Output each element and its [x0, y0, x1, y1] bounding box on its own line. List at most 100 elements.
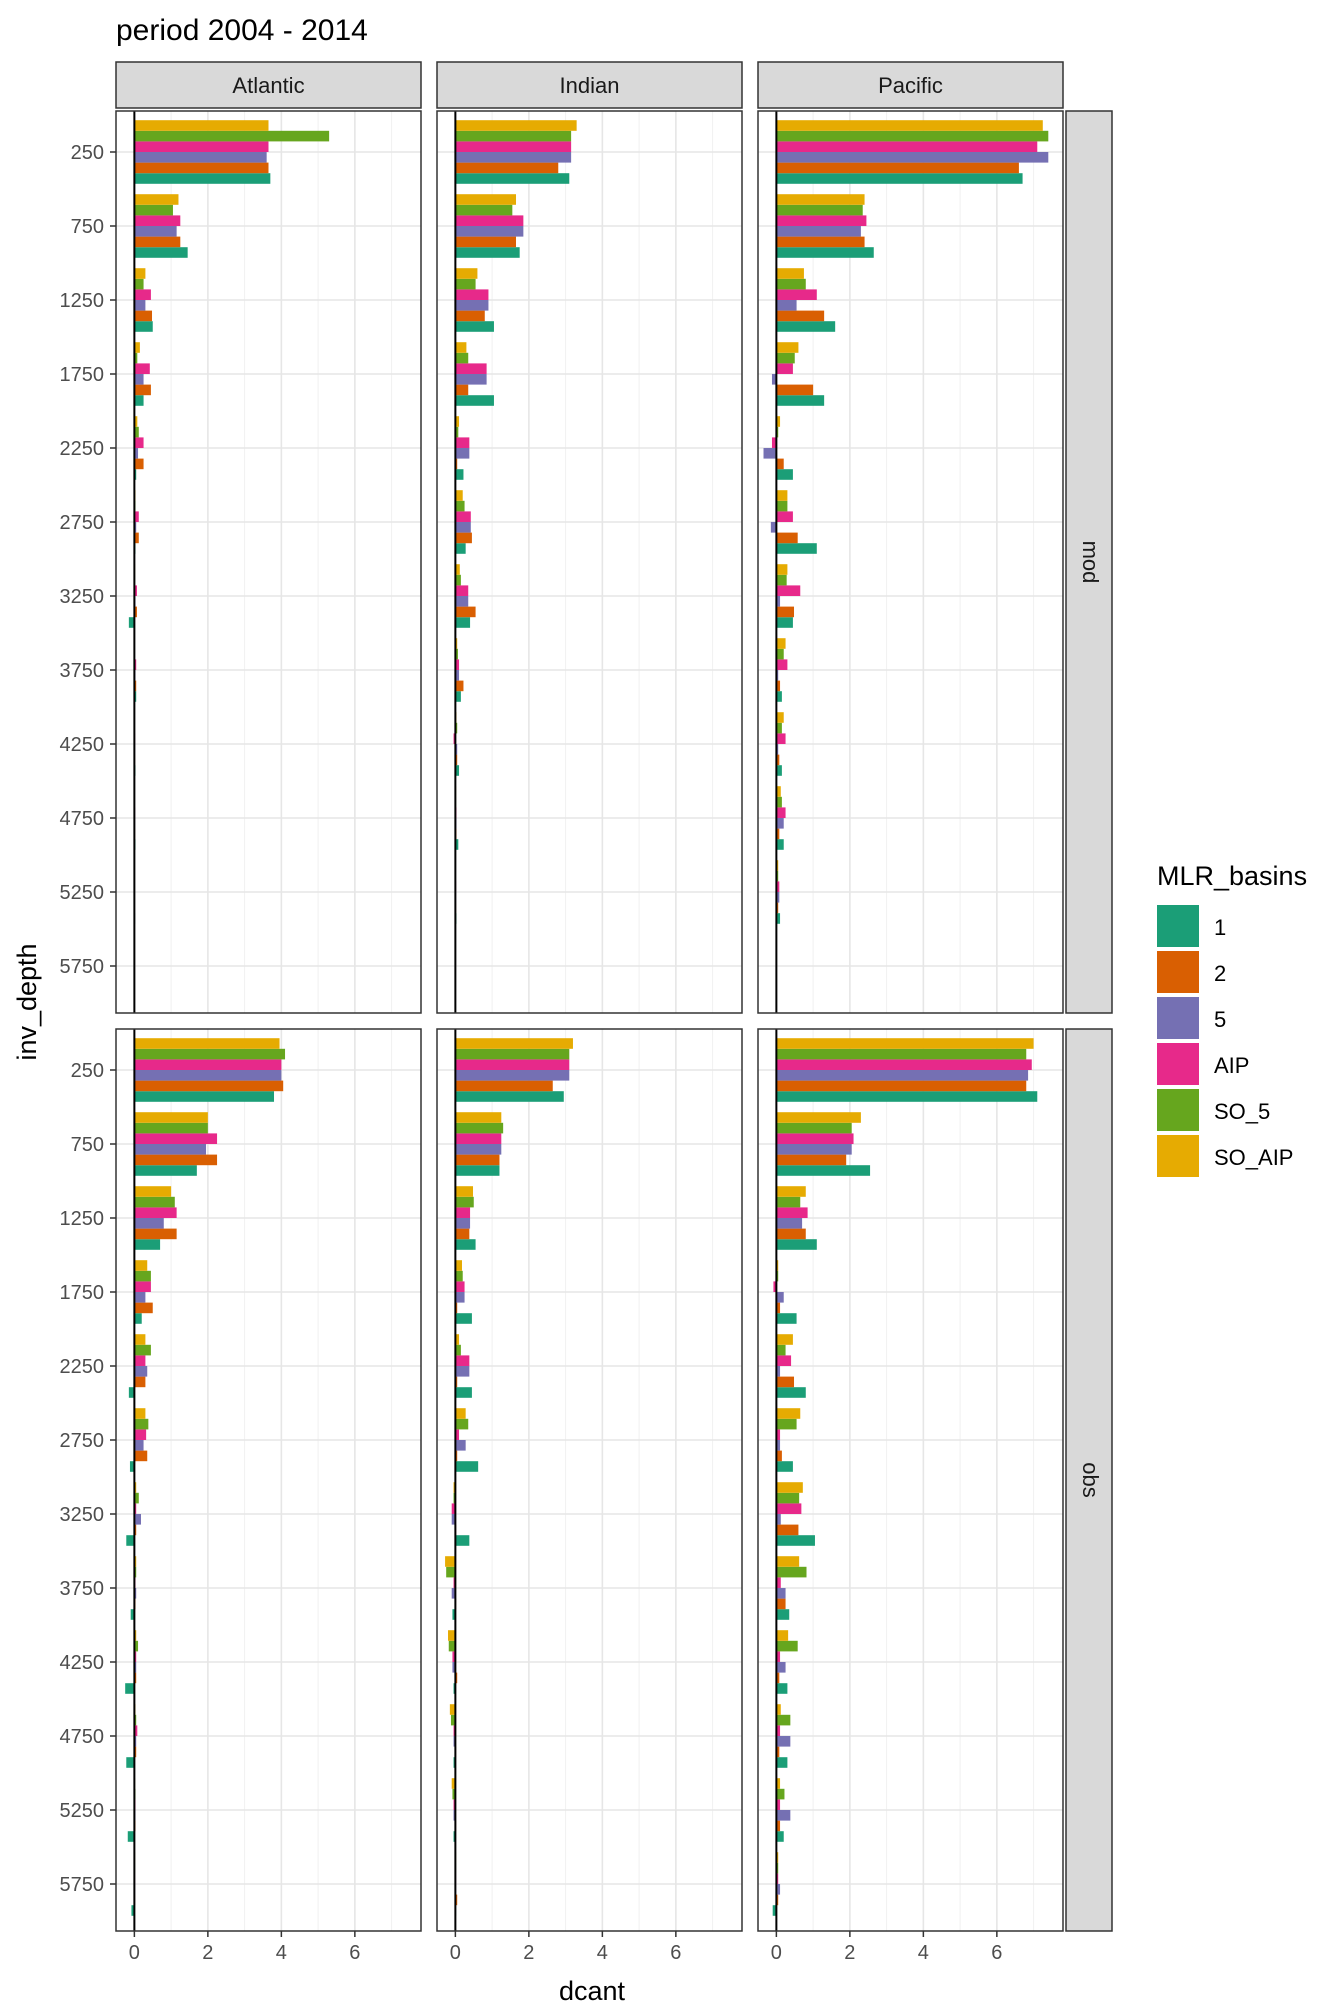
bar-1-5250	[127, 1831, 135, 1842]
bar-so_aip-1750	[134, 342, 140, 353]
y-tick-label: 1250	[60, 290, 105, 312]
x-tick-label: 0	[450, 1942, 461, 1964]
bar-aip-750	[455, 1133, 502, 1144]
panel-border	[757, 1028, 1064, 1932]
legend-label-5: 5	[1214, 1007, 1226, 1032]
y-tick-label: 1750	[60, 1282, 105, 1304]
bar-5-250	[134, 152, 267, 163]
bar-so_5-2250	[776, 1344, 786, 1356]
bar-5-1250	[134, 1218, 164, 1229]
bar-aip-2250	[771, 437, 777, 448]
bar-so_aip-4750	[776, 786, 781, 797]
bar-5-3750	[451, 1588, 456, 1599]
bar-aip-1250	[455, 1207, 471, 1218]
bar-so_5-2250	[134, 426, 139, 438]
y-tick-label: 250	[71, 142, 104, 164]
bar-1-2750	[455, 1461, 479, 1472]
panel-atlantic-obs: 250 750 1250 1750 2250 2750 3250 3750 4250 4750 52…	[60, 1028, 422, 1964]
bar-2-2250	[134, 1376, 146, 1388]
x-tick-label: 2	[202, 1942, 213, 1964]
bar-so_5-3250	[776, 574, 787, 586]
panel-border	[757, 110, 1064, 1014]
bar-1-4250	[455, 765, 460, 776]
bar-5-2750	[134, 1440, 144, 1451]
bar-aip-750	[134, 215, 181, 226]
bar-so_aip-750	[455, 1112, 502, 1123]
bar-5-1250	[134, 300, 146, 311]
bar-1-750	[134, 247, 188, 258]
bar-1-2250	[776, 1387, 806, 1398]
chart-title: period 2004 - 2014	[116, 14, 368, 47]
bar-5-750	[455, 226, 524, 237]
bar-5-1250	[776, 1218, 803, 1229]
bar-so_aip-4750	[776, 1704, 781, 1715]
bar-2-3250	[776, 606, 795, 618]
bar-2-750	[776, 236, 865, 248]
strip-label-indian: Indian	[560, 73, 620, 98]
y-tick-label: 2750	[60, 512, 105, 534]
bar-5-250	[134, 1070, 282, 1081]
legend-label-2: 2	[1214, 961, 1226, 986]
panel-indian-mod	[436, 110, 743, 1014]
strip-label-obs: obs	[1078, 1462, 1103, 1497]
bar-aip-1250	[134, 289, 151, 300]
bar-so_aip-1750	[776, 342, 799, 353]
bar-aip-2750	[455, 511, 471, 522]
bar-so_aip-1750	[455, 342, 467, 353]
bar-5-750	[134, 226, 177, 237]
legend-label-aip: AIP	[1214, 1053, 1249, 1078]
bar-2-2750	[134, 1450, 148, 1462]
bar-aip-5250	[776, 1799, 781, 1810]
bar-so_5-750	[776, 204, 863, 216]
bar-so_5-1250	[776, 1196, 801, 1208]
bar-so_5-3750	[455, 648, 458, 660]
bar-2-1750	[134, 1302, 153, 1314]
panel-pacific-mod	[757, 110, 1064, 1014]
y-tick-label: 1250	[60, 1208, 105, 1230]
bar-aip-3250	[776, 585, 801, 596]
bar-so_aip-750	[134, 1112, 208, 1123]
legend-swatch-1	[1157, 905, 1199, 947]
strip-label-mod: mod	[1078, 541, 1103, 584]
legend-swatch-2	[1157, 951, 1199, 993]
bar-so_aip-750	[776, 194, 865, 205]
bar-so_5-2750	[455, 1418, 469, 1430]
y-tick-label: 4750	[60, 808, 105, 830]
bar-aip-2750	[134, 511, 139, 522]
bar-5-2750	[770, 522, 777, 533]
y-tick-label: 5250	[60, 882, 105, 904]
strip-atlantic	[115, 61, 422, 109]
bar-so_5-250	[776, 130, 1049, 142]
bar-aip-3250	[455, 585, 469, 596]
bar-5-750	[455, 1144, 502, 1155]
bar-so_5-4250	[448, 1640, 456, 1652]
bar-2-250	[776, 162, 1019, 174]
bar-so_5-3750	[776, 648, 784, 660]
bar-so_5-3250	[776, 1492, 800, 1504]
bar-5-250	[776, 1070, 1029, 1081]
bar-so_aip-2250	[134, 1334, 146, 1345]
bar-so_aip-250	[455, 120, 577, 131]
bar-2-4750	[776, 828, 780, 840]
bar-5-1750	[455, 1292, 465, 1303]
bar-aip-2750	[134, 1429, 147, 1440]
bar-5-1750	[776, 1292, 784, 1303]
x-tick-label: 4	[597, 1942, 608, 1964]
bar-so_5-250	[134, 1048, 286, 1060]
bar-so_5-2250	[455, 426, 459, 438]
bar-1-2750	[776, 543, 817, 554]
bar-1-2250	[455, 469, 464, 480]
bar-1-1250	[134, 1239, 161, 1250]
bar-so_5-5250	[776, 1788, 785, 1800]
x-tick-label: 2	[523, 1942, 534, 1964]
panels-layer: Atlantic Indian Pacific mod obs 250 750 1250 175…	[60, 61, 1113, 1964]
bar-5-1750	[455, 374, 487, 385]
bar-1-750	[455, 247, 520, 258]
bar-5-3750	[776, 1588, 786, 1599]
bar-1-4750	[126, 1757, 135, 1768]
bar-aip-4250	[776, 733, 786, 744]
bar-1-1250	[134, 321, 153, 332]
bar-5-2250	[134, 1366, 148, 1377]
bar-so_5-4750	[450, 1714, 456, 1726]
bar-5-5250	[776, 1810, 791, 1821]
